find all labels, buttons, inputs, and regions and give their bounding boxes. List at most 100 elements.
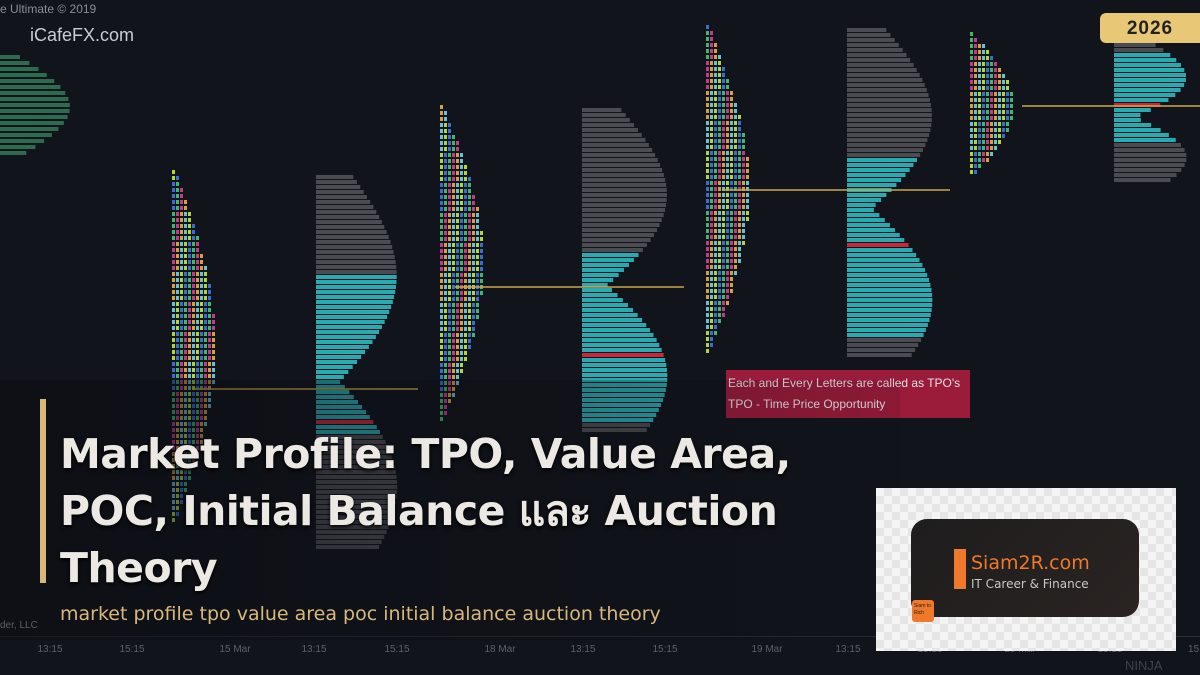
tpo-letter [714, 253, 717, 257]
tpo-letter [456, 159, 459, 163]
tpo-letter [448, 279, 451, 283]
chart-copyright: e Ultimate © 2019 [0, 2, 97, 16]
tpo-letter [986, 56, 989, 60]
profile-bar [316, 255, 395, 259]
tpo-letter [714, 235, 717, 239]
tpo-letter [440, 363, 443, 367]
profile-bar [582, 368, 668, 372]
tpo-letter [982, 134, 985, 138]
profile-bar [582, 373, 668, 377]
tpo-letter [480, 237, 483, 241]
tpo-letter [714, 49, 717, 53]
tpo-letter [722, 127, 725, 131]
tpo-letter [746, 181, 749, 185]
tpo-letter [468, 315, 471, 319]
tpo-letter [172, 230, 175, 234]
tpo-letter [722, 277, 725, 281]
tpo-letter [738, 139, 741, 143]
tpo-letter [990, 104, 993, 108]
article-subtitle: market profile tpo value area poc initia… [60, 603, 661, 625]
tpo-letter [990, 92, 993, 96]
tpo-letter [714, 79, 717, 83]
tpo-letter [444, 153, 447, 157]
tpo-letter [990, 152, 993, 156]
tpo-letter [448, 153, 451, 157]
tpo-letter [706, 163, 709, 167]
tpo-letter [196, 314, 199, 318]
profile-bar [582, 258, 634, 262]
tpo-letter [440, 207, 443, 211]
tpo-letter [184, 260, 187, 264]
tpo-letter [472, 333, 475, 337]
tpo-letter [196, 272, 199, 276]
tpo-letter [726, 265, 729, 269]
tpo-letter [710, 31, 713, 35]
profile-bar [847, 313, 931, 317]
tpo-letter [726, 151, 729, 155]
tpo-letter [184, 320, 187, 324]
profile-bar [316, 320, 385, 324]
tpo-letter [706, 49, 709, 53]
tpo-letter [456, 273, 459, 277]
tpo-letter [994, 62, 997, 66]
tpo-letter [192, 266, 195, 270]
tpo-letter [176, 248, 179, 252]
tpo-letter [986, 104, 989, 108]
tpo-letter [726, 247, 729, 251]
tpo-letter [440, 231, 443, 235]
tpo-letter [974, 80, 977, 84]
tpo-letter [208, 284, 211, 288]
tpo-letter [738, 235, 741, 239]
tpo-letter [472, 243, 475, 247]
tpo-letter [180, 314, 183, 318]
tpo-letter [982, 152, 985, 156]
tpo-letter [706, 85, 709, 89]
tpo-letter [726, 205, 729, 209]
tpo-letter [452, 249, 455, 253]
tpo-letter [456, 279, 459, 283]
tpo-letter [706, 121, 709, 125]
profile-bar [847, 93, 929, 97]
tpo-letter [456, 237, 459, 241]
profile-bar [316, 240, 391, 244]
tpo-letter [710, 187, 713, 191]
tpo-letter [204, 326, 207, 330]
tpo-letter [456, 177, 459, 181]
tpo-letter [970, 146, 973, 150]
tpo-letter [738, 211, 741, 215]
tpo-letter [200, 350, 203, 354]
tpo-letter [726, 97, 729, 101]
tpo-letter [468, 255, 471, 259]
tpo-letter [974, 50, 977, 54]
tpo-letter [188, 332, 191, 336]
tpo-letter [172, 266, 175, 270]
tpo-letter [452, 183, 455, 187]
profile-bar [1114, 133, 1169, 137]
tpo-letter [456, 165, 459, 169]
tpo-letter [974, 62, 977, 66]
tpo-letter [730, 265, 733, 269]
tpo-letter [994, 80, 997, 84]
tpo-letter [172, 194, 175, 198]
tpo-letter [706, 115, 709, 119]
tpo-letter [718, 313, 721, 317]
tpo-letter [180, 374, 183, 378]
tpo-letter [176, 296, 179, 300]
tpo-letter [742, 169, 745, 173]
tpo-letter [978, 158, 981, 162]
tpo-letter [452, 285, 455, 289]
profile-bar [0, 61, 30, 65]
tpo-letter [710, 289, 713, 293]
tpo-letter [706, 97, 709, 101]
tpo-letter [208, 338, 211, 342]
tpo-letter [476, 207, 479, 211]
profile-bar [582, 113, 626, 117]
tpo-letter [982, 62, 985, 66]
tpo-letter [444, 123, 447, 127]
tpo-letter [176, 320, 179, 324]
tpo-letter [710, 193, 713, 197]
tpo-letter [452, 261, 455, 265]
tpo-letter [460, 363, 463, 367]
tpo-letter [464, 219, 467, 223]
tpo-letter [460, 201, 463, 205]
